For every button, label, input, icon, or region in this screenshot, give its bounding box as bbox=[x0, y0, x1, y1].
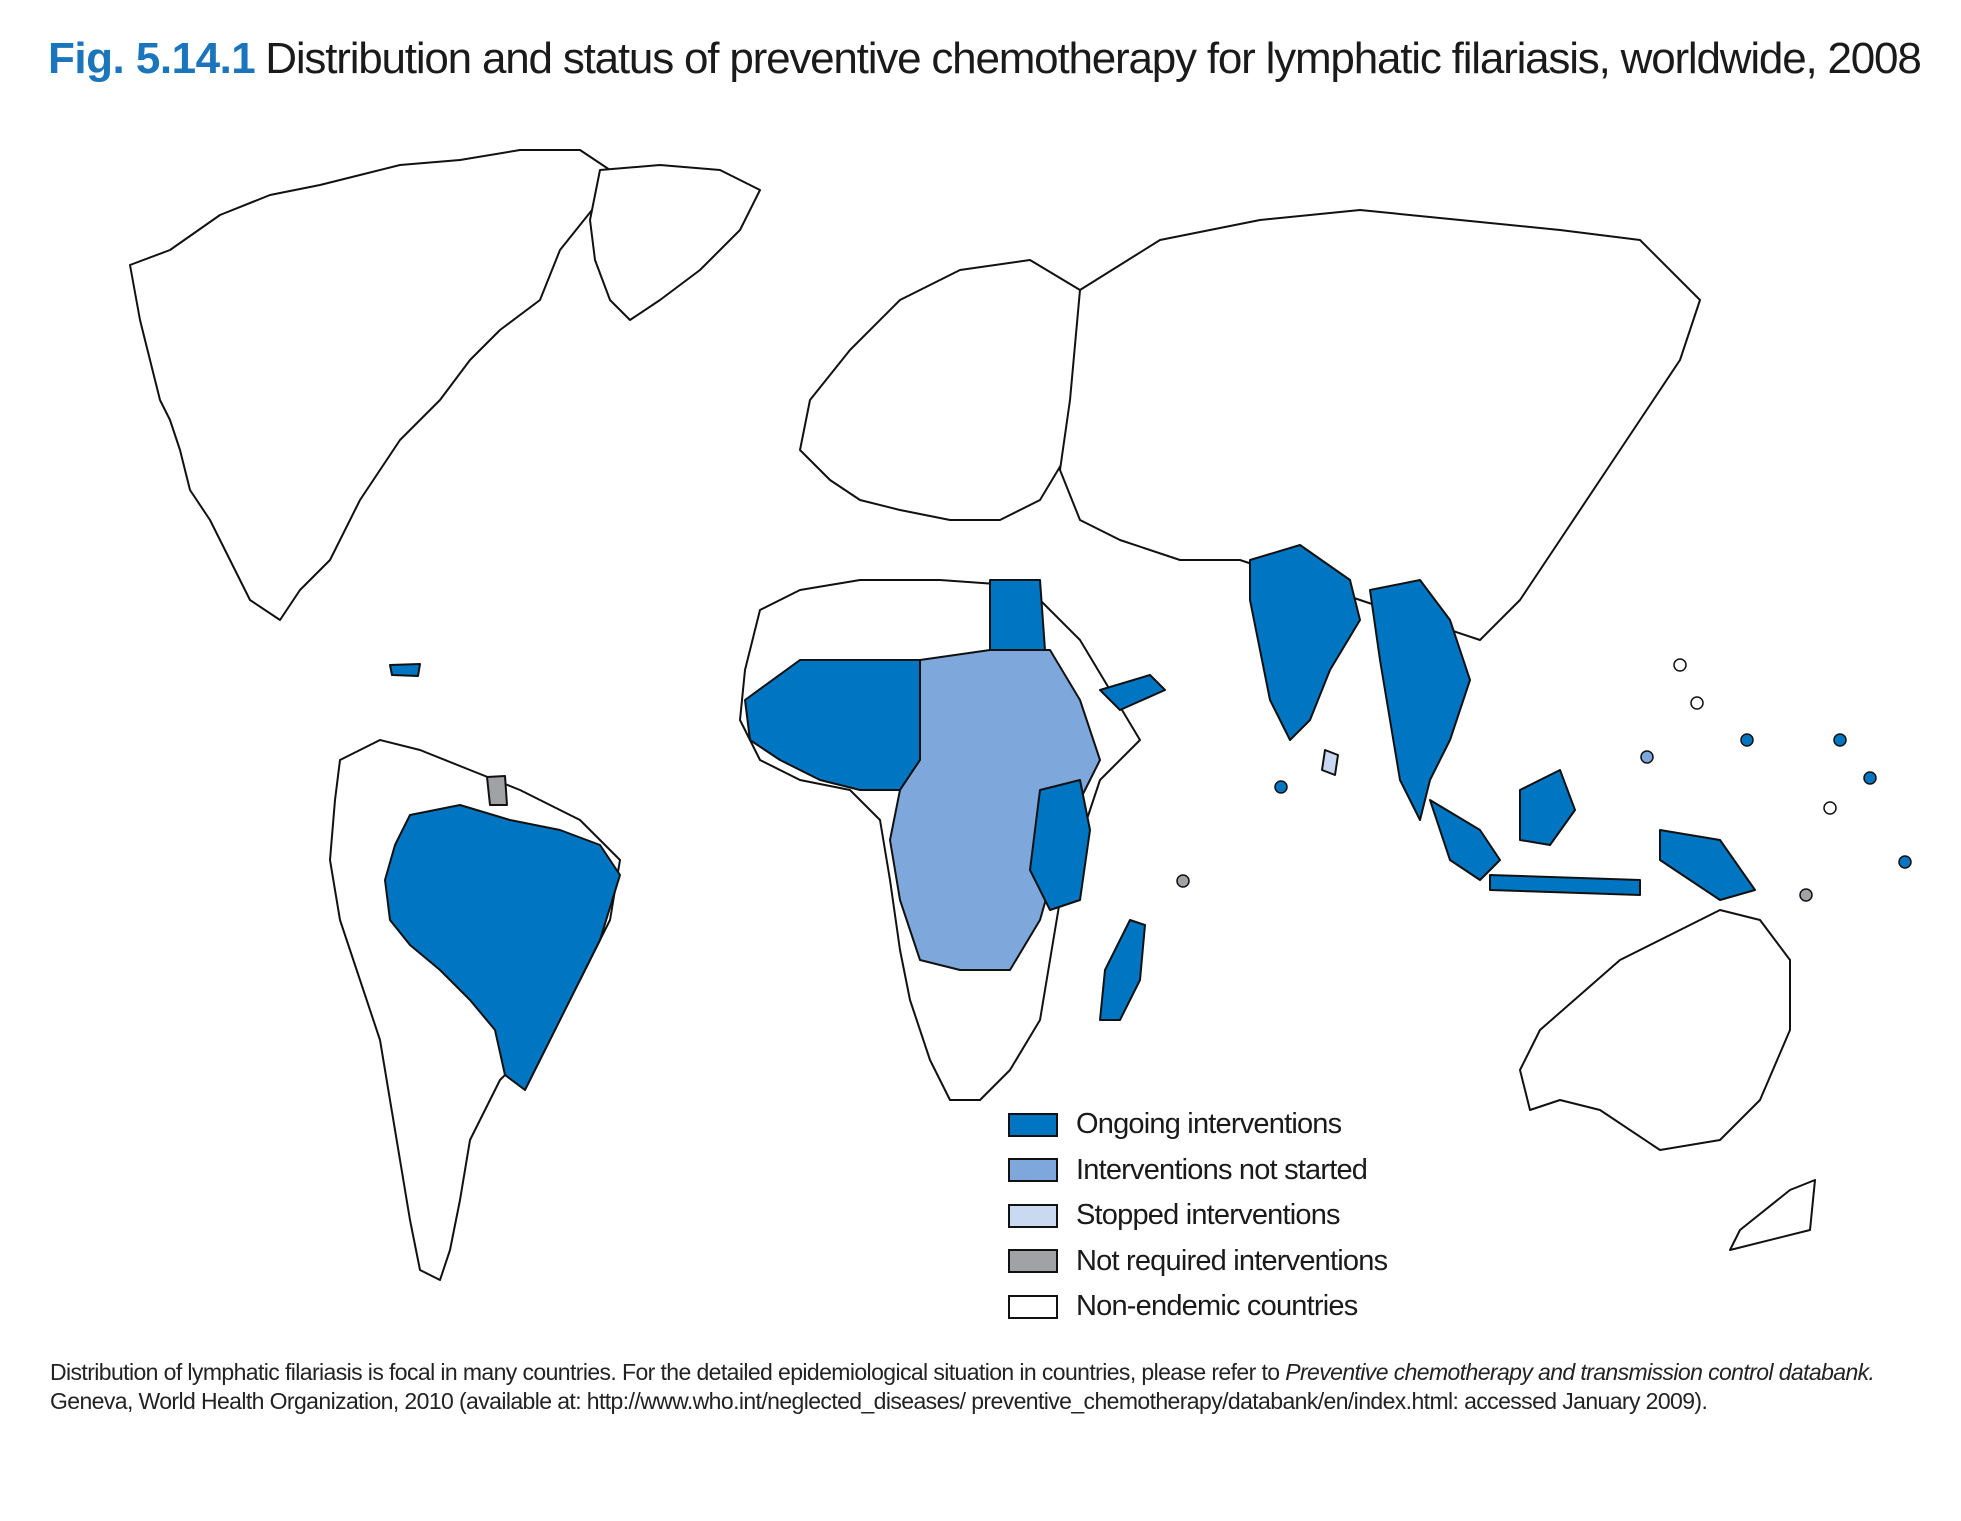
north-america bbox=[129, 149, 611, 621]
legend-item-not-required: Not required interventions bbox=[1008, 1239, 1388, 1285]
legend-item-non-endemic: Non-endemic countries bbox=[1008, 1284, 1387, 1330]
legend-item-not-started: Interventions not started bbox=[1008, 1148, 1387, 1194]
west-africa bbox=[744, 659, 931, 791]
southeast-asia bbox=[1369, 579, 1471, 821]
legend: Ongoing interventions Interventions not … bbox=[1008, 1102, 1388, 1330]
yemen bbox=[1099, 674, 1166, 711]
footnote-text: Distribution of lymphatic filariasis is … bbox=[50, 1359, 1286, 1385]
legend-swatch-not-required bbox=[1008, 1249, 1058, 1274]
haiti bbox=[389, 663, 421, 677]
footnote: Distribution of lymphatic filariasis is … bbox=[50, 1358, 1930, 1416]
pacific-island-marker bbox=[1673, 658, 1687, 672]
asia bbox=[1059, 209, 1701, 641]
java-islands bbox=[1489, 874, 1641, 896]
pacific-island-marker bbox=[1823, 801, 1837, 815]
legend-swatch-stopped bbox=[1008, 1203, 1058, 1228]
footnote-databank-title: Preventive chemotherapy and transmission… bbox=[1285, 1359, 1875, 1385]
europe bbox=[799, 259, 1101, 521]
brazil bbox=[384, 804, 621, 1091]
legend-label: Stopped interventions bbox=[1076, 1199, 1341, 1232]
pacific-island-marker bbox=[1863, 771, 1877, 785]
legend-swatch-non-endemic bbox=[1008, 1294, 1058, 1319]
figure-number: Fig. 5.14.1 bbox=[48, 34, 256, 83]
borneo bbox=[1519, 769, 1576, 846]
legend-label: Not required interventions bbox=[1076, 1244, 1388, 1277]
egypt bbox=[989, 579, 1046, 651]
indonesia bbox=[1429, 799, 1501, 881]
indian-ocean-marker bbox=[1176, 874, 1190, 888]
pacific-island-marker bbox=[1690, 696, 1704, 710]
pacific-island-marker bbox=[1640, 750, 1654, 764]
papua bbox=[1659, 829, 1756, 901]
pacific-island-marker bbox=[1833, 733, 1847, 747]
greenland bbox=[589, 164, 761, 321]
sri-lanka bbox=[1321, 749, 1339, 776]
legend-item-stopped: Stopped interventions bbox=[1008, 1193, 1387, 1239]
indian-ocean-marker bbox=[1274, 780, 1288, 794]
pacific-island-marker bbox=[1740, 733, 1754, 747]
legend-label: Ongoing interventions bbox=[1076, 1108, 1342, 1141]
guyana bbox=[486, 775, 508, 806]
pacific-island-marker bbox=[1898, 855, 1912, 869]
legend-label: Interventions not started bbox=[1076, 1153, 1368, 1186]
legend-label: Non-endemic countries bbox=[1076, 1290, 1358, 1323]
new-zealand bbox=[1729, 1179, 1816, 1251]
figure-title-text: Distribution and status of preventive ch… bbox=[265, 34, 1922, 83]
figure-title: Fig. 5.14.1 Distribution and status of pr… bbox=[48, 34, 1922, 84]
east-africa bbox=[1029, 779, 1091, 911]
madagascar bbox=[1099, 919, 1146, 1021]
legend-swatch-not-started bbox=[1008, 1158, 1058, 1183]
india bbox=[1249, 544, 1361, 741]
legend-item-ongoing: Ongoing interventions bbox=[1008, 1102, 1387, 1148]
pacific-island-marker bbox=[1799, 888, 1813, 902]
footnote-source: Geneva, World Health Organization, 2010 … bbox=[50, 1388, 1708, 1414]
legend-swatch-ongoing bbox=[1008, 1112, 1058, 1137]
australia bbox=[1519, 909, 1791, 1151]
